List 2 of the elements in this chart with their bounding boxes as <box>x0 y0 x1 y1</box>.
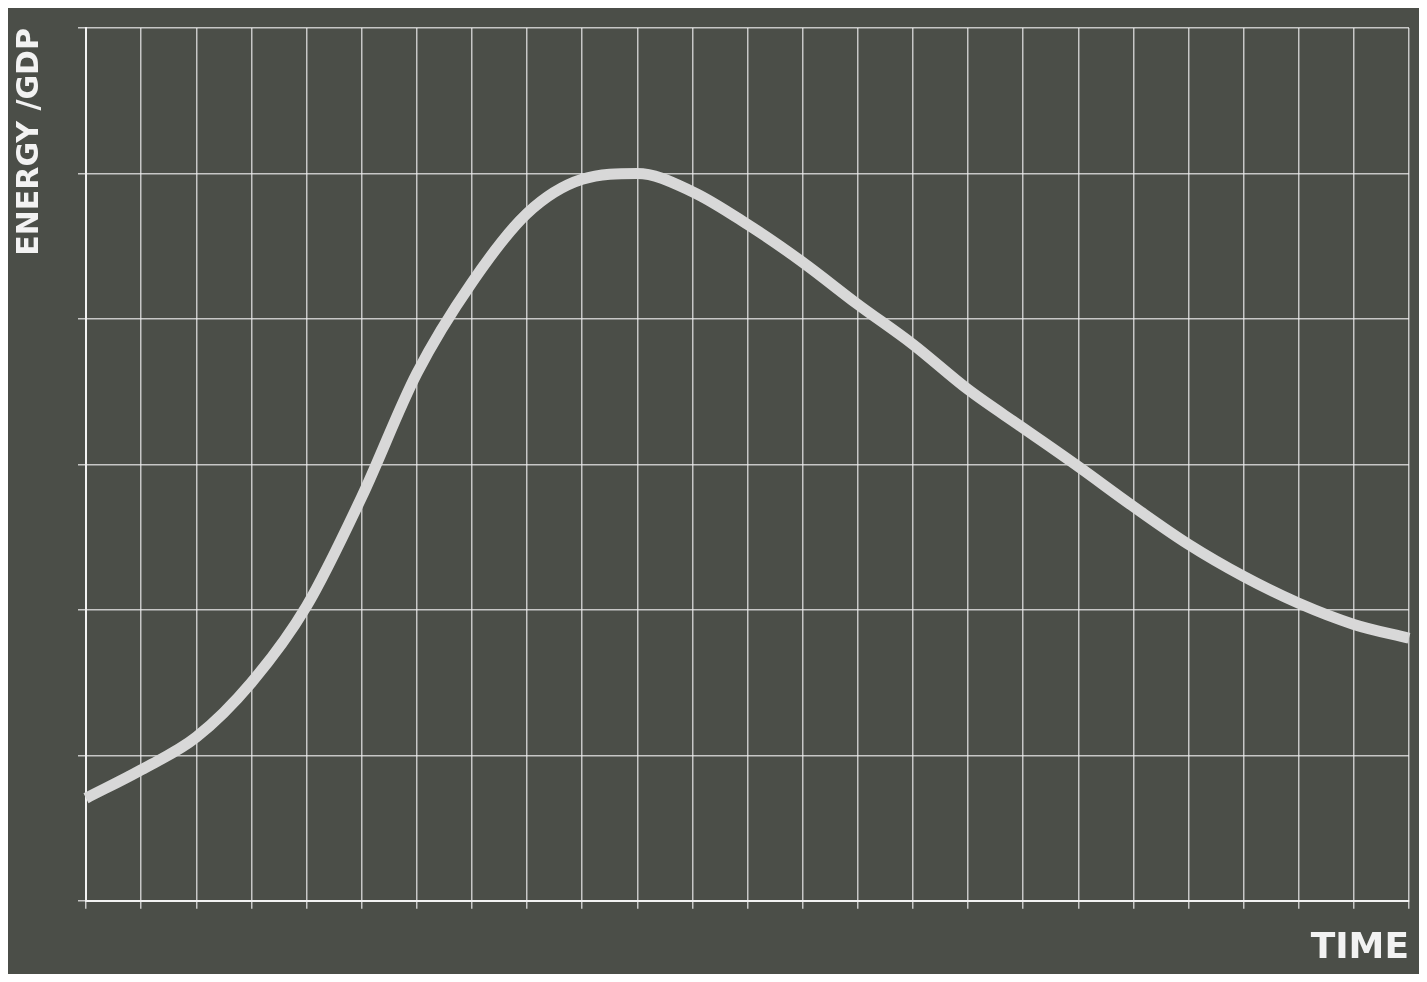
y-axis-title: ENERGY /GDP <box>9 28 45 256</box>
x-axis-title: TIME <box>1310 924 1409 966</box>
